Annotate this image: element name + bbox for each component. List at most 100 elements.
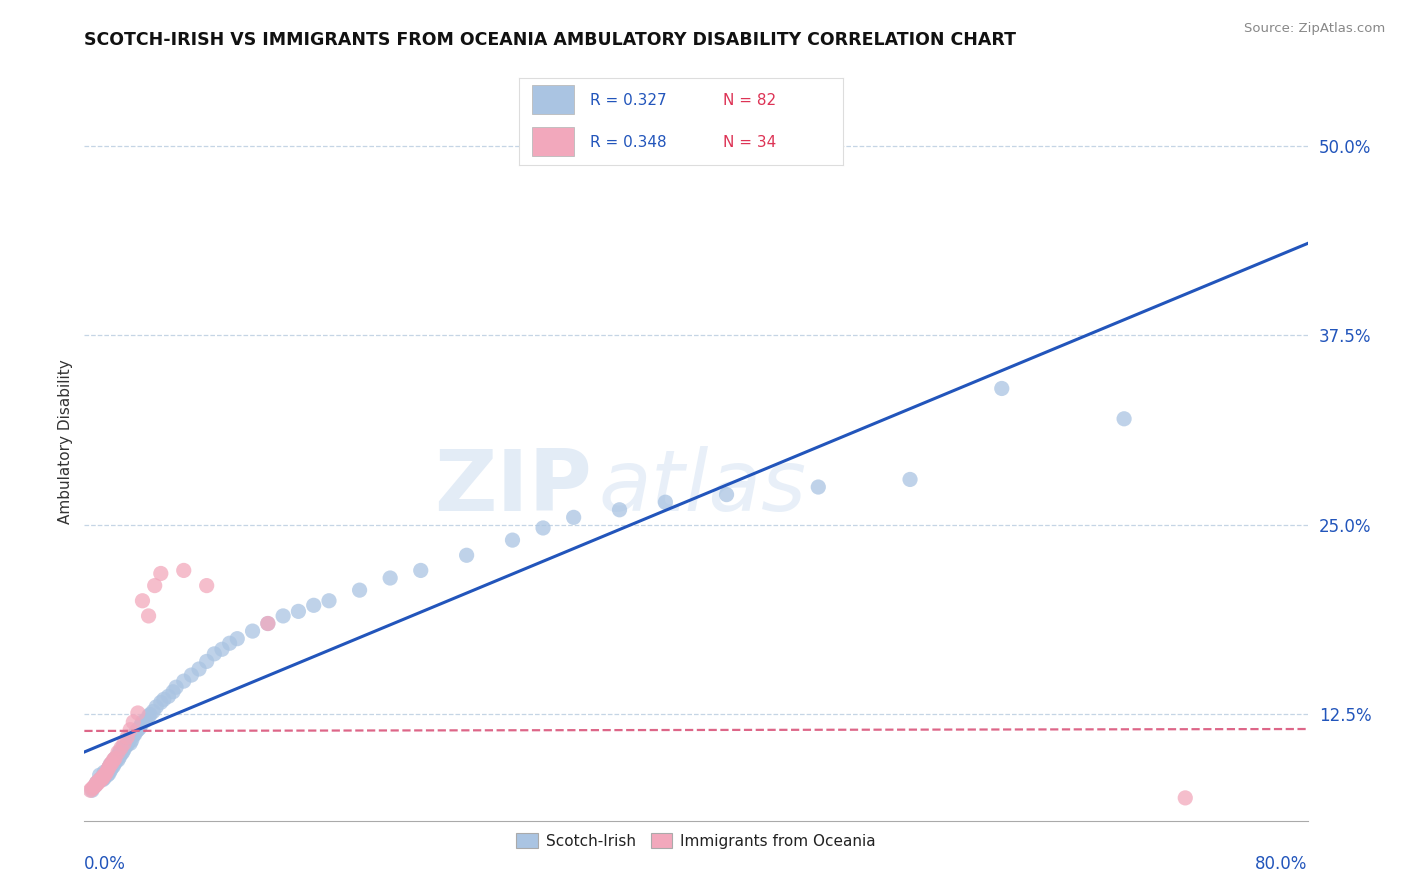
- Point: [562, 510, 585, 524]
- Point: [84, 779, 107, 793]
- Point: [89, 772, 111, 787]
- Point: [131, 594, 153, 608]
- Point: [96, 768, 118, 782]
- Point: [531, 521, 554, 535]
- Point: [118, 735, 141, 749]
- Point: [96, 764, 118, 778]
- Point: [86, 776, 108, 790]
- Point: [127, 706, 149, 720]
- Point: [93, 768, 115, 782]
- Point: [101, 756, 124, 770]
- Point: [609, 503, 631, 517]
- Point: [80, 783, 103, 797]
- Point: [80, 781, 103, 796]
- Point: [97, 760, 120, 774]
- Point: [103, 755, 125, 769]
- Point: [226, 632, 249, 646]
- Point: [202, 647, 225, 661]
- Point: [84, 779, 107, 793]
- Y-axis label: Ambulatory Disability: Ambulatory Disability: [58, 359, 73, 524]
- Point: [153, 692, 176, 706]
- Point: [97, 766, 120, 780]
- Point: [107, 748, 129, 763]
- Point: [91, 770, 114, 784]
- Point: [79, 783, 101, 797]
- Point: [108, 746, 131, 760]
- Point: [103, 759, 125, 773]
- Point: [162, 685, 184, 699]
- Point: [287, 604, 309, 618]
- Point: [121, 733, 143, 747]
- Text: 80.0%: 80.0%: [1256, 855, 1308, 872]
- Point: [271, 608, 294, 623]
- Point: [114, 739, 136, 754]
- Point: [1114, 412, 1136, 426]
- Point: [173, 564, 195, 578]
- Point: [98, 757, 121, 772]
- Point: [111, 740, 134, 755]
- Point: [98, 757, 121, 772]
- Point: [142, 705, 165, 719]
- Point: [456, 548, 478, 563]
- Point: [131, 715, 153, 730]
- Point: [991, 382, 1014, 396]
- Point: [83, 780, 105, 795]
- Point: [122, 715, 145, 730]
- Point: [143, 579, 166, 593]
- Text: atlas: atlas: [598, 445, 806, 529]
- Point: [409, 564, 432, 578]
- Point: [127, 723, 149, 737]
- Point: [96, 764, 118, 778]
- Legend: Scotch-Irish, Immigrants from Oceania: Scotch-Irish, Immigrants from Oceania: [510, 827, 882, 855]
- Point: [149, 566, 172, 581]
- Point: [302, 599, 325, 613]
- Point: [195, 655, 218, 669]
- Point: [318, 594, 340, 608]
- Point: [94, 766, 117, 780]
- Point: [104, 751, 127, 765]
- Point: [104, 756, 127, 770]
- Point: [86, 777, 108, 791]
- Point: [98, 764, 121, 778]
- Point: [349, 583, 371, 598]
- Point: [86, 776, 108, 790]
- Point: [108, 750, 131, 764]
- Point: [107, 753, 129, 767]
- Point: [112, 736, 135, 750]
- Point: [91, 770, 114, 784]
- Point: [89, 772, 111, 787]
- Point: [165, 680, 187, 694]
- Point: [502, 533, 524, 547]
- Point: [173, 674, 195, 689]
- Point: [111, 746, 134, 760]
- Point: [129, 718, 152, 732]
- Point: [94, 766, 117, 780]
- Point: [195, 579, 218, 593]
- Point: [145, 699, 167, 714]
- Point: [125, 724, 148, 739]
- Point: [91, 772, 114, 787]
- Point: [112, 742, 135, 756]
- Text: 0.0%: 0.0%: [84, 855, 127, 872]
- Point: [211, 642, 233, 657]
- Point: [380, 571, 402, 585]
- Point: [93, 771, 115, 785]
- Point: [1174, 791, 1197, 805]
- Point: [157, 690, 180, 704]
- Point: [138, 709, 160, 723]
- Point: [90, 772, 112, 787]
- Point: [120, 736, 142, 750]
- Point: [91, 771, 114, 785]
- Point: [101, 760, 124, 774]
- Text: SCOTCH-IRISH VS IMMIGRANTS FROM OCEANIA AMBULATORY DISABILITY CORRELATION CHART: SCOTCH-IRISH VS IMMIGRANTS FROM OCEANIA …: [84, 31, 1017, 49]
- Point: [188, 662, 211, 676]
- Point: [115, 738, 138, 752]
- Point: [97, 760, 120, 774]
- Point: [103, 753, 125, 767]
- Point: [716, 487, 738, 501]
- Point: [107, 746, 129, 760]
- Point: [110, 747, 132, 761]
- Point: [257, 616, 280, 631]
- Point: [135, 714, 157, 728]
- Point: [128, 721, 150, 735]
